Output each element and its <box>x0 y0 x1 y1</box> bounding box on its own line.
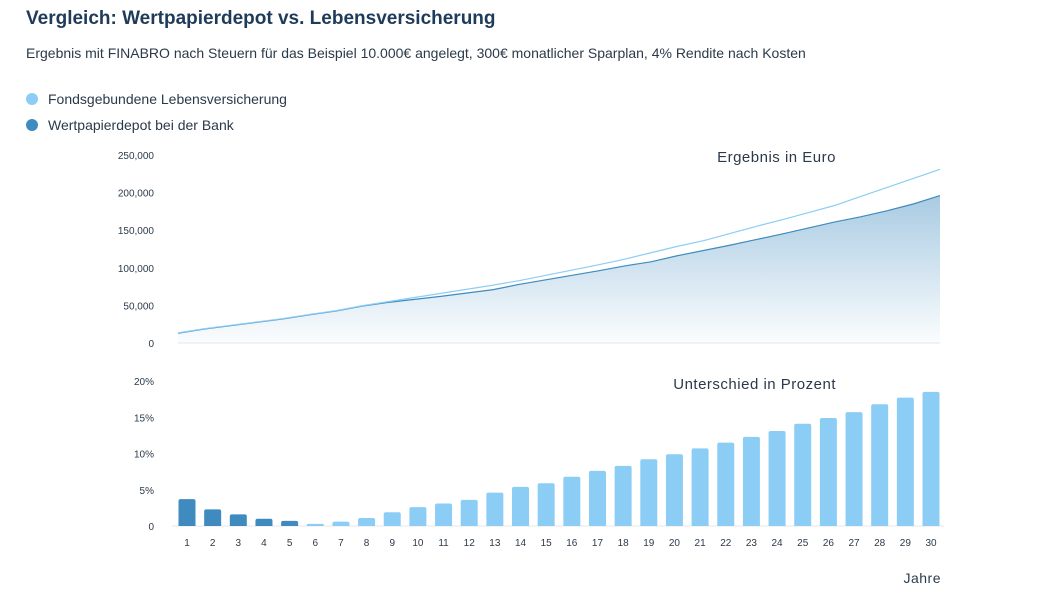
bar-year-6 <box>306 523 324 526</box>
bar-year-20 <box>665 454 683 526</box>
bar-year-30 <box>922 391 940 526</box>
x-tick-label: 25 <box>797 538 809 549</box>
page-title: Vergleich: Wertpapierdepot vs. Lebensver… <box>26 8 496 29</box>
y-tick-label: 100,000 <box>118 264 155 275</box>
bar-year-22 <box>717 442 735 526</box>
bar-year-9 <box>383 512 401 526</box>
legend-dot-icon <box>26 119 38 131</box>
x-tick-label: 24 <box>772 538 784 549</box>
x-tick-label: 19 <box>643 538 655 549</box>
x-axis-label: Jahre <box>903 570 941 586</box>
euro-area-chart: 0 50,000 100,000 150,000 200,000 250,000 Ergeb… <box>118 149 941 350</box>
bar-year-11 <box>435 503 453 526</box>
chart-title-percent: Unterschied in Prozent <box>673 376 836 393</box>
legend: Fondsgebundene Lebensversicherung Wertpa… <box>26 86 287 138</box>
y-tick-label: 15% <box>134 413 154 424</box>
x-tick-label: 28 <box>874 538 886 549</box>
bar-year-3 <box>229 514 247 526</box>
y-tick-label: 10% <box>134 450 154 461</box>
bar-year-23 <box>742 436 760 526</box>
y-tick-label: 20% <box>134 377 154 388</box>
bar-year-10 <box>409 507 427 526</box>
legend-dot-icon <box>26 93 38 105</box>
y-tick-label: 5% <box>140 486 155 497</box>
y-tick-label: 0 <box>148 522 154 533</box>
bar-year-5 <box>281 520 299 526</box>
x-tick-label: 9 <box>389 538 395 549</box>
x-tick-label: 29 <box>900 538 912 549</box>
x-tick-label: 1 <box>184 538 190 549</box>
y-tick-label: 50,000 <box>123 301 154 312</box>
x-tick-label: 10 <box>412 538 424 549</box>
x-tick-label: 22 <box>720 538 732 549</box>
page-subtitle: Ergebnis mit FINABRO nach Steuern für da… <box>26 45 806 61</box>
x-tick-label: 21 <box>695 538 707 549</box>
y-tick-label: 200,000 <box>118 189 155 200</box>
legend-item-wertpapierdepot[interactable]: Wertpapierdepot bei der Bank <box>26 112 287 138</box>
legend-label: Fondsgebundene Lebensversicherung <box>48 91 287 107</box>
x-tick-label: 7 <box>338 538 344 549</box>
bar-year-4 <box>255 518 273 526</box>
bar-year-8 <box>358 518 376 526</box>
x-tick-label: 18 <box>618 538 630 549</box>
y-tick-label: 0 <box>148 339 154 350</box>
bar-year-13 <box>486 492 504 526</box>
x-tick-label: 26 <box>823 538 835 549</box>
x-tick-label: 23 <box>746 538 758 549</box>
x-tick-label: 5 <box>287 538 293 549</box>
bar-year-27 <box>845 412 863 526</box>
x-tick-label: 8 <box>364 538 370 549</box>
bar-year-28 <box>871 404 889 526</box>
bar-year-18 <box>614 465 632 526</box>
bar-year-25 <box>794 423 812 526</box>
y-tick-label: 150,000 <box>118 226 155 237</box>
bar-year-1 <box>178 499 196 526</box>
x-tick-label: 30 <box>925 538 937 549</box>
bar-year-12 <box>460 499 478 526</box>
bar-year-15 <box>537 483 555 526</box>
bar-year-21 <box>691 448 709 526</box>
bar-year-7 <box>332 521 350 526</box>
bar-year-16 <box>563 476 581 526</box>
percent-bar-chart: 05%10%15%20%1 2 3 4 5 6 7 8 9 10 11 12 13 14 15 16 17 18 1… <box>134 376 944 586</box>
series-area-wertpapierdepot <box>178 195 940 343</box>
bar-year-24 <box>768 431 786 526</box>
x-tick-label: 6 <box>312 538 318 549</box>
x-tick-label: 2 <box>210 538 216 549</box>
x-tick-label: 15 <box>541 538 553 549</box>
y-tick-label: 250,000 <box>118 151 155 162</box>
x-tick-label: 27 <box>848 538 860 549</box>
x-tick-label: 12 <box>464 538 476 549</box>
bar-year-17 <box>588 470 606 526</box>
x-tick-label: 17 <box>592 538 604 549</box>
bar-year-19 <box>640 459 658 526</box>
x-tick-label: 16 <box>566 538 578 549</box>
bar-year-26 <box>819 417 837 526</box>
bar-year-14 <box>512 486 530 526</box>
x-tick-label: 3 <box>236 538 242 549</box>
x-tick-label: 13 <box>489 538 501 549</box>
legend-item-lebensversicherung[interactable]: Fondsgebundene Lebensversicherung <box>26 86 287 112</box>
bar-year-29 <box>896 397 914 526</box>
x-tick-label: 20 <box>669 538 681 549</box>
bar-year-2 <box>204 509 222 526</box>
x-tick-label: 11 <box>438 538 449 549</box>
x-tick-label: 4 <box>261 538 267 549</box>
chart-title-euro: Ergebnis in Euro <box>717 149 836 166</box>
legend-label: Wertpapierdepot bei der Bank <box>48 117 234 133</box>
x-tick-label: 14 <box>515 538 527 549</box>
series-line-lebensversicherung <box>177 168 941 334</box>
